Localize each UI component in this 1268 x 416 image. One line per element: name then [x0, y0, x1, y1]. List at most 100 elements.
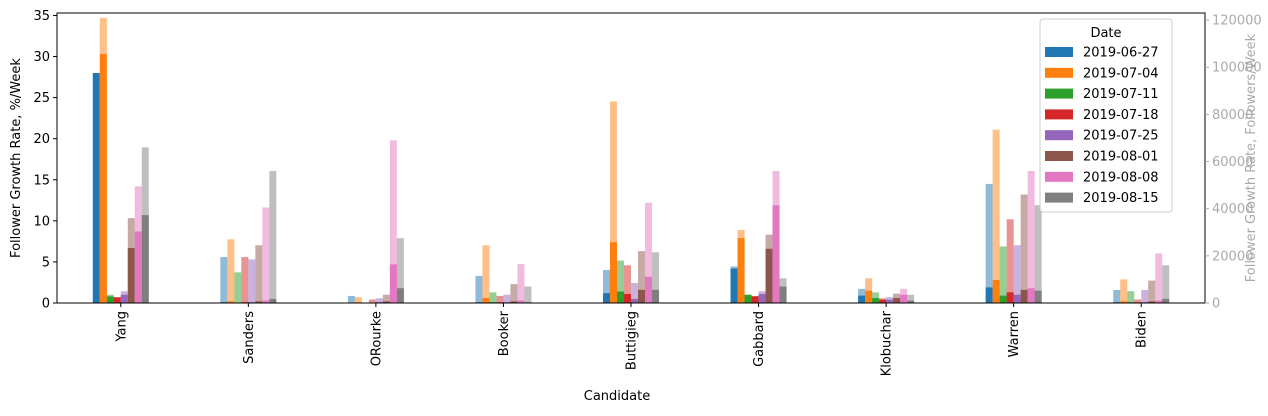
bar-right: [992, 129, 1000, 303]
bar-right: [652, 252, 659, 303]
bar: [262, 300, 270, 303]
bar-right: [517, 264, 525, 303]
bar-right: [1006, 219, 1014, 303]
bar: [751, 296, 759, 303]
bar: [624, 293, 631, 303]
y-axis-right: 0 20000 40000 60000 80000 100000 120000: [1205, 14, 1262, 312]
bar-right: [1155, 253, 1163, 303]
bar: [886, 299, 894, 303]
x-tick-label: Buttigieg: [625, 311, 640, 370]
y-tick-label: 0: [42, 297, 50, 312]
bar: [1027, 288, 1035, 303]
bar: [1034, 290, 1042, 303]
bar-right: [1013, 245, 1021, 303]
bar-right: [638, 251, 645, 303]
legend: Date 2019-06-272019-07-042019-07-112019-…: [1039, 18, 1173, 213]
bar-right: [482, 245, 490, 303]
bar: [772, 205, 780, 303]
bar: [396, 288, 404, 303]
bar-right: [503, 294, 511, 303]
x-tick-label: Klobuchar: [880, 310, 895, 376]
x-axis-label: Candidate: [584, 389, 650, 404]
legend-label: 2019-08-08: [1083, 170, 1159, 185]
bar-right: [347, 295, 355, 303]
bar-right: [220, 257, 228, 303]
bar: [482, 298, 490, 303]
y-tick-label: 10: [33, 214, 50, 229]
bar-right: [1120, 279, 1128, 303]
bar: [1006, 292, 1014, 303]
bar: [652, 289, 659, 303]
y-right-tick-label: 20000: [1212, 249, 1253, 264]
y-right-tick-label: 40000: [1212, 202, 1253, 217]
y-axis-label: Follower Growth Rate, %/Week: [9, 58, 24, 258]
bars-right-axis-layer: [99, 17, 1170, 303]
legend-label: 2019-08-15: [1083, 191, 1159, 206]
legend-swatch: [1045, 47, 1073, 57]
bar: [631, 298, 638, 303]
bar: [127, 247, 135, 303]
x-tick-label: Gabbard: [752, 311, 767, 367]
bar-right: [524, 286, 532, 303]
bar-right: [985, 183, 993, 303]
bar-right: [262, 207, 270, 303]
bar-right: [489, 292, 497, 303]
bar: [985, 287, 993, 303]
bar: [603, 293, 610, 303]
legend-label: 2019-08-01: [1083, 150, 1159, 165]
bar: [389, 264, 397, 303]
y-axis-right-label: Follower Growth Rate, Followers/Week: [1244, 33, 1259, 282]
y-right-tick-label: 0: [1212, 297, 1220, 312]
bar-right: [907, 294, 915, 303]
bar: [1155, 300, 1163, 303]
bar-right: [269, 170, 277, 303]
bar: [779, 286, 787, 303]
bar: [999, 295, 1007, 303]
bar: [113, 297, 121, 303]
y-tick-label: 35: [33, 9, 50, 24]
bar: [907, 300, 915, 303]
bar-right: [389, 140, 397, 303]
y-tick-label: 5: [42, 255, 50, 270]
bar-right: [354, 297, 362, 303]
bar: [737, 238, 745, 303]
bar-right: [603, 269, 610, 303]
bar: [617, 291, 624, 303]
bar-right: [624, 265, 631, 303]
x-tick-label: ORourke: [369, 311, 384, 366]
bar-right: [1020, 194, 1028, 303]
bar: [765, 248, 773, 303]
bar: [1148, 301, 1156, 303]
legend-swatch: [1045, 192, 1073, 203]
bar: [1013, 294, 1021, 303]
bar: [517, 300, 525, 303]
y-tick-label: 25: [33, 91, 50, 106]
legend-title: Date: [1090, 26, 1121, 41]
bar-right: [510, 284, 518, 303]
legend-swatch: [1045, 109, 1073, 120]
bar-right: [241, 257, 249, 303]
bar: [255, 301, 263, 303]
bar: [865, 290, 873, 303]
bar-right: [255, 245, 263, 303]
y-right-tick-label: 120000: [1212, 14, 1262, 29]
legend-swatch: [1045, 171, 1073, 182]
bar-right: [382, 294, 390, 303]
bar-right: [496, 295, 504, 303]
x-tick-label: Biden: [1135, 311, 1150, 348]
bar: [120, 294, 128, 303]
bar-right: [368, 299, 376, 303]
bar-right: [1034, 205, 1042, 303]
y-tick-label: 15: [33, 173, 50, 188]
bar: [99, 54, 107, 303]
bar-right: [396, 238, 404, 303]
bar-right: [865, 278, 873, 303]
bar-right: [872, 292, 880, 303]
legend-swatch: [1045, 130, 1073, 141]
bar-right: [1027, 170, 1035, 303]
bar-right: [1127, 291, 1135, 303]
legend-label: 2019-07-04: [1083, 66, 1159, 81]
bar: [730, 268, 738, 303]
legend-box: [1039, 18, 1173, 213]
